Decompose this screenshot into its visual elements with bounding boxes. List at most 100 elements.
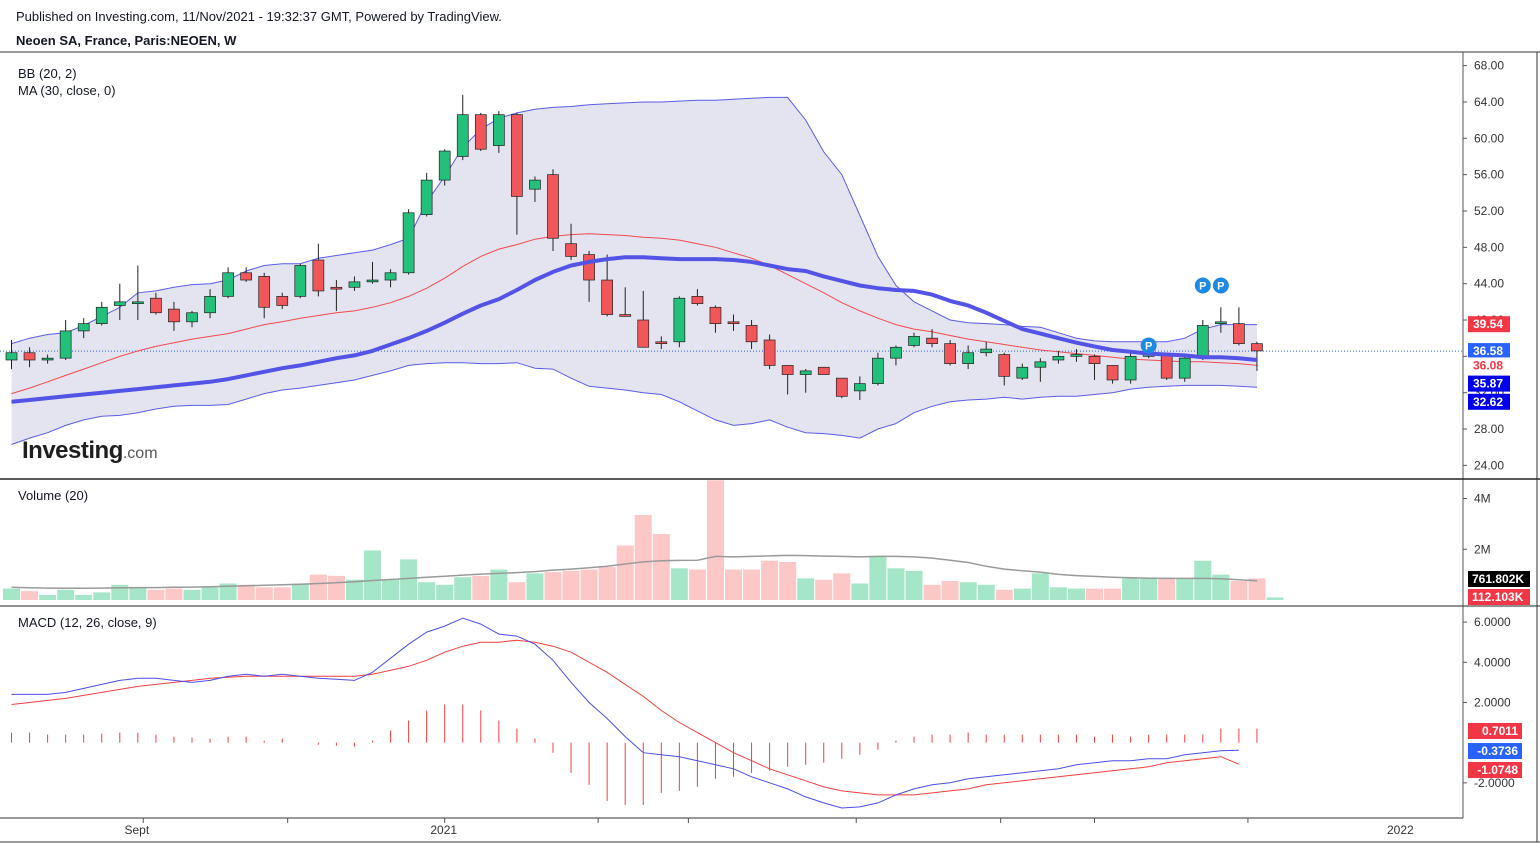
- candle-body: [132, 301, 144, 305]
- candle-body: [1034, 361, 1047, 368]
- volume-bar: [959, 582, 977, 600]
- volume-bar: [165, 588, 183, 600]
- candle-body: [745, 325, 758, 343]
- price-tag-value: 36.08: [1473, 358, 1503, 372]
- macd-indicator-label[interactable]: MACD (12, 26, close, 9): [18, 615, 157, 630]
- bb-lower-line: [11, 362, 1258, 445]
- volume-bar: [526, 573, 544, 600]
- bollinger-band-lines: [11, 96, 1258, 445]
- candle-body: [1106, 365, 1119, 381]
- price-tick-label: 44.00: [1474, 277, 1504, 291]
- volume-bar: [93, 592, 111, 600]
- macd-tick-label: -2.0000: [1474, 776, 1515, 790]
- symbol-title: Neoen SA, France, Paris:NEOEN, W: [16, 33, 237, 48]
- volume-bar: [851, 583, 869, 600]
- ma-indicator-label[interactable]: MA (30, close, 0): [18, 83, 116, 98]
- macd-tag-box: [1468, 723, 1522, 739]
- volume-bar: [544, 572, 562, 600]
- candle-body: [240, 272, 252, 281]
- bb-indicator-label[interactable]: BB (20, 2): [18, 66, 77, 81]
- volume-bar: [1194, 560, 1212, 600]
- volume-bar: [1031, 573, 1049, 600]
- candle-body: [980, 348, 993, 354]
- price-tag-box: [1468, 357, 1510, 374]
- candle-body: [1088, 356, 1101, 364]
- candle-body: [1251, 343, 1263, 352]
- p-marker: [1212, 277, 1229, 294]
- candle-body: [168, 308, 180, 323]
- volume-bar: [201, 587, 219, 600]
- volume-tick-label: 4M: [1474, 492, 1491, 506]
- volume-bar: [255, 587, 273, 600]
- candle-body: [1214, 321, 1227, 324]
- candle-body: [601, 279, 614, 315]
- volume-bar: [833, 573, 851, 600]
- volume-bar: [147, 589, 165, 600]
- volume-bar: [1266, 597, 1284, 600]
- p-marker-label: P: [1145, 340, 1152, 352]
- volume-bar: [1212, 574, 1230, 600]
- price-tag-value: 36.58: [1473, 344, 1503, 358]
- volume-bar: [1248, 578, 1266, 600]
- volume-bar: [941, 580, 959, 600]
- price-tag-value: 39.54: [1473, 317, 1503, 331]
- bb-middle-line: [11, 233, 1258, 395]
- volume-bar: [418, 582, 436, 600]
- price-tick-label: 68.00: [1474, 59, 1504, 73]
- volume-bar: [400, 559, 418, 600]
- logo-word: Investing: [22, 437, 123, 464]
- price-tick-label: 52.00: [1474, 204, 1504, 218]
- price-tag-box: [1468, 343, 1510, 360]
- volume-bars: [3, 480, 1284, 600]
- volume-ma-line: [11, 554, 1258, 590]
- volume-bar: [779, 561, 797, 600]
- price-tag-box: [1468, 393, 1510, 410]
- volume-ma20-line: [11, 554, 1258, 590]
- candle-body: [1070, 354, 1083, 357]
- candle-body: [77, 323, 90, 332]
- volume-indicator-label[interactable]: Volume (20): [18, 488, 89, 503]
- candle-body: [258, 276, 271, 308]
- volume-bar: [923, 584, 941, 600]
- candle-body: [619, 314, 632, 317]
- markers: PP P: [1140, 277, 1229, 354]
- time-tick-label: 2022: [1387, 823, 1414, 837]
- volume-bar: [39, 594, 57, 600]
- candle-body: [926, 337, 938, 344]
- macd-tag-value: -1.0748: [1477, 763, 1518, 777]
- candle-body: [853, 383, 866, 392]
- price-axis-ticks: 68.0064.0060.0056.0052.0048.0044.0040.00…: [1463, 59, 1504, 472]
- candle-body: [1124, 356, 1137, 381]
- volume-bar: [436, 584, 454, 600]
- candle-body: [222, 272, 234, 297]
- volume-bar: [508, 582, 526, 600]
- candle-body: [872, 357, 884, 384]
- macd-tag-box: [1468, 762, 1522, 778]
- macd-tick-label: 6.0000: [1474, 615, 1511, 629]
- volume-bar: [129, 587, 147, 600]
- price-tag-box: [1468, 316, 1510, 333]
- volume-bar: [706, 480, 724, 600]
- candle-body: [637, 319, 650, 348]
- volume-bar: [364, 550, 381, 600]
- candle-body: [727, 321, 740, 324]
- candle-body: [113, 301, 126, 306]
- candle-body: [5, 352, 18, 361]
- candle-body: [312, 259, 325, 292]
- macd-lines: [11, 617, 1240, 809]
- p-marker: [1194, 277, 1211, 294]
- candle-body: [23, 352, 36, 361]
- candle-body: [890, 346, 902, 359]
- volume-bar: [21, 591, 39, 600]
- p-marker: [1140, 337, 1157, 354]
- ma30-line: [11, 255, 1258, 404]
- volume-bar: [580, 569, 598, 600]
- volume-bar: [1140, 578, 1158, 600]
- price-tick-label: 48.00: [1474, 240, 1504, 254]
- volume-bar: [652, 534, 670, 600]
- candle-body: [402, 212, 415, 274]
- volume-bar: [797, 578, 815, 600]
- volume-bar: [183, 589, 201, 600]
- bollinger-band-fill: [11, 97, 1257, 445]
